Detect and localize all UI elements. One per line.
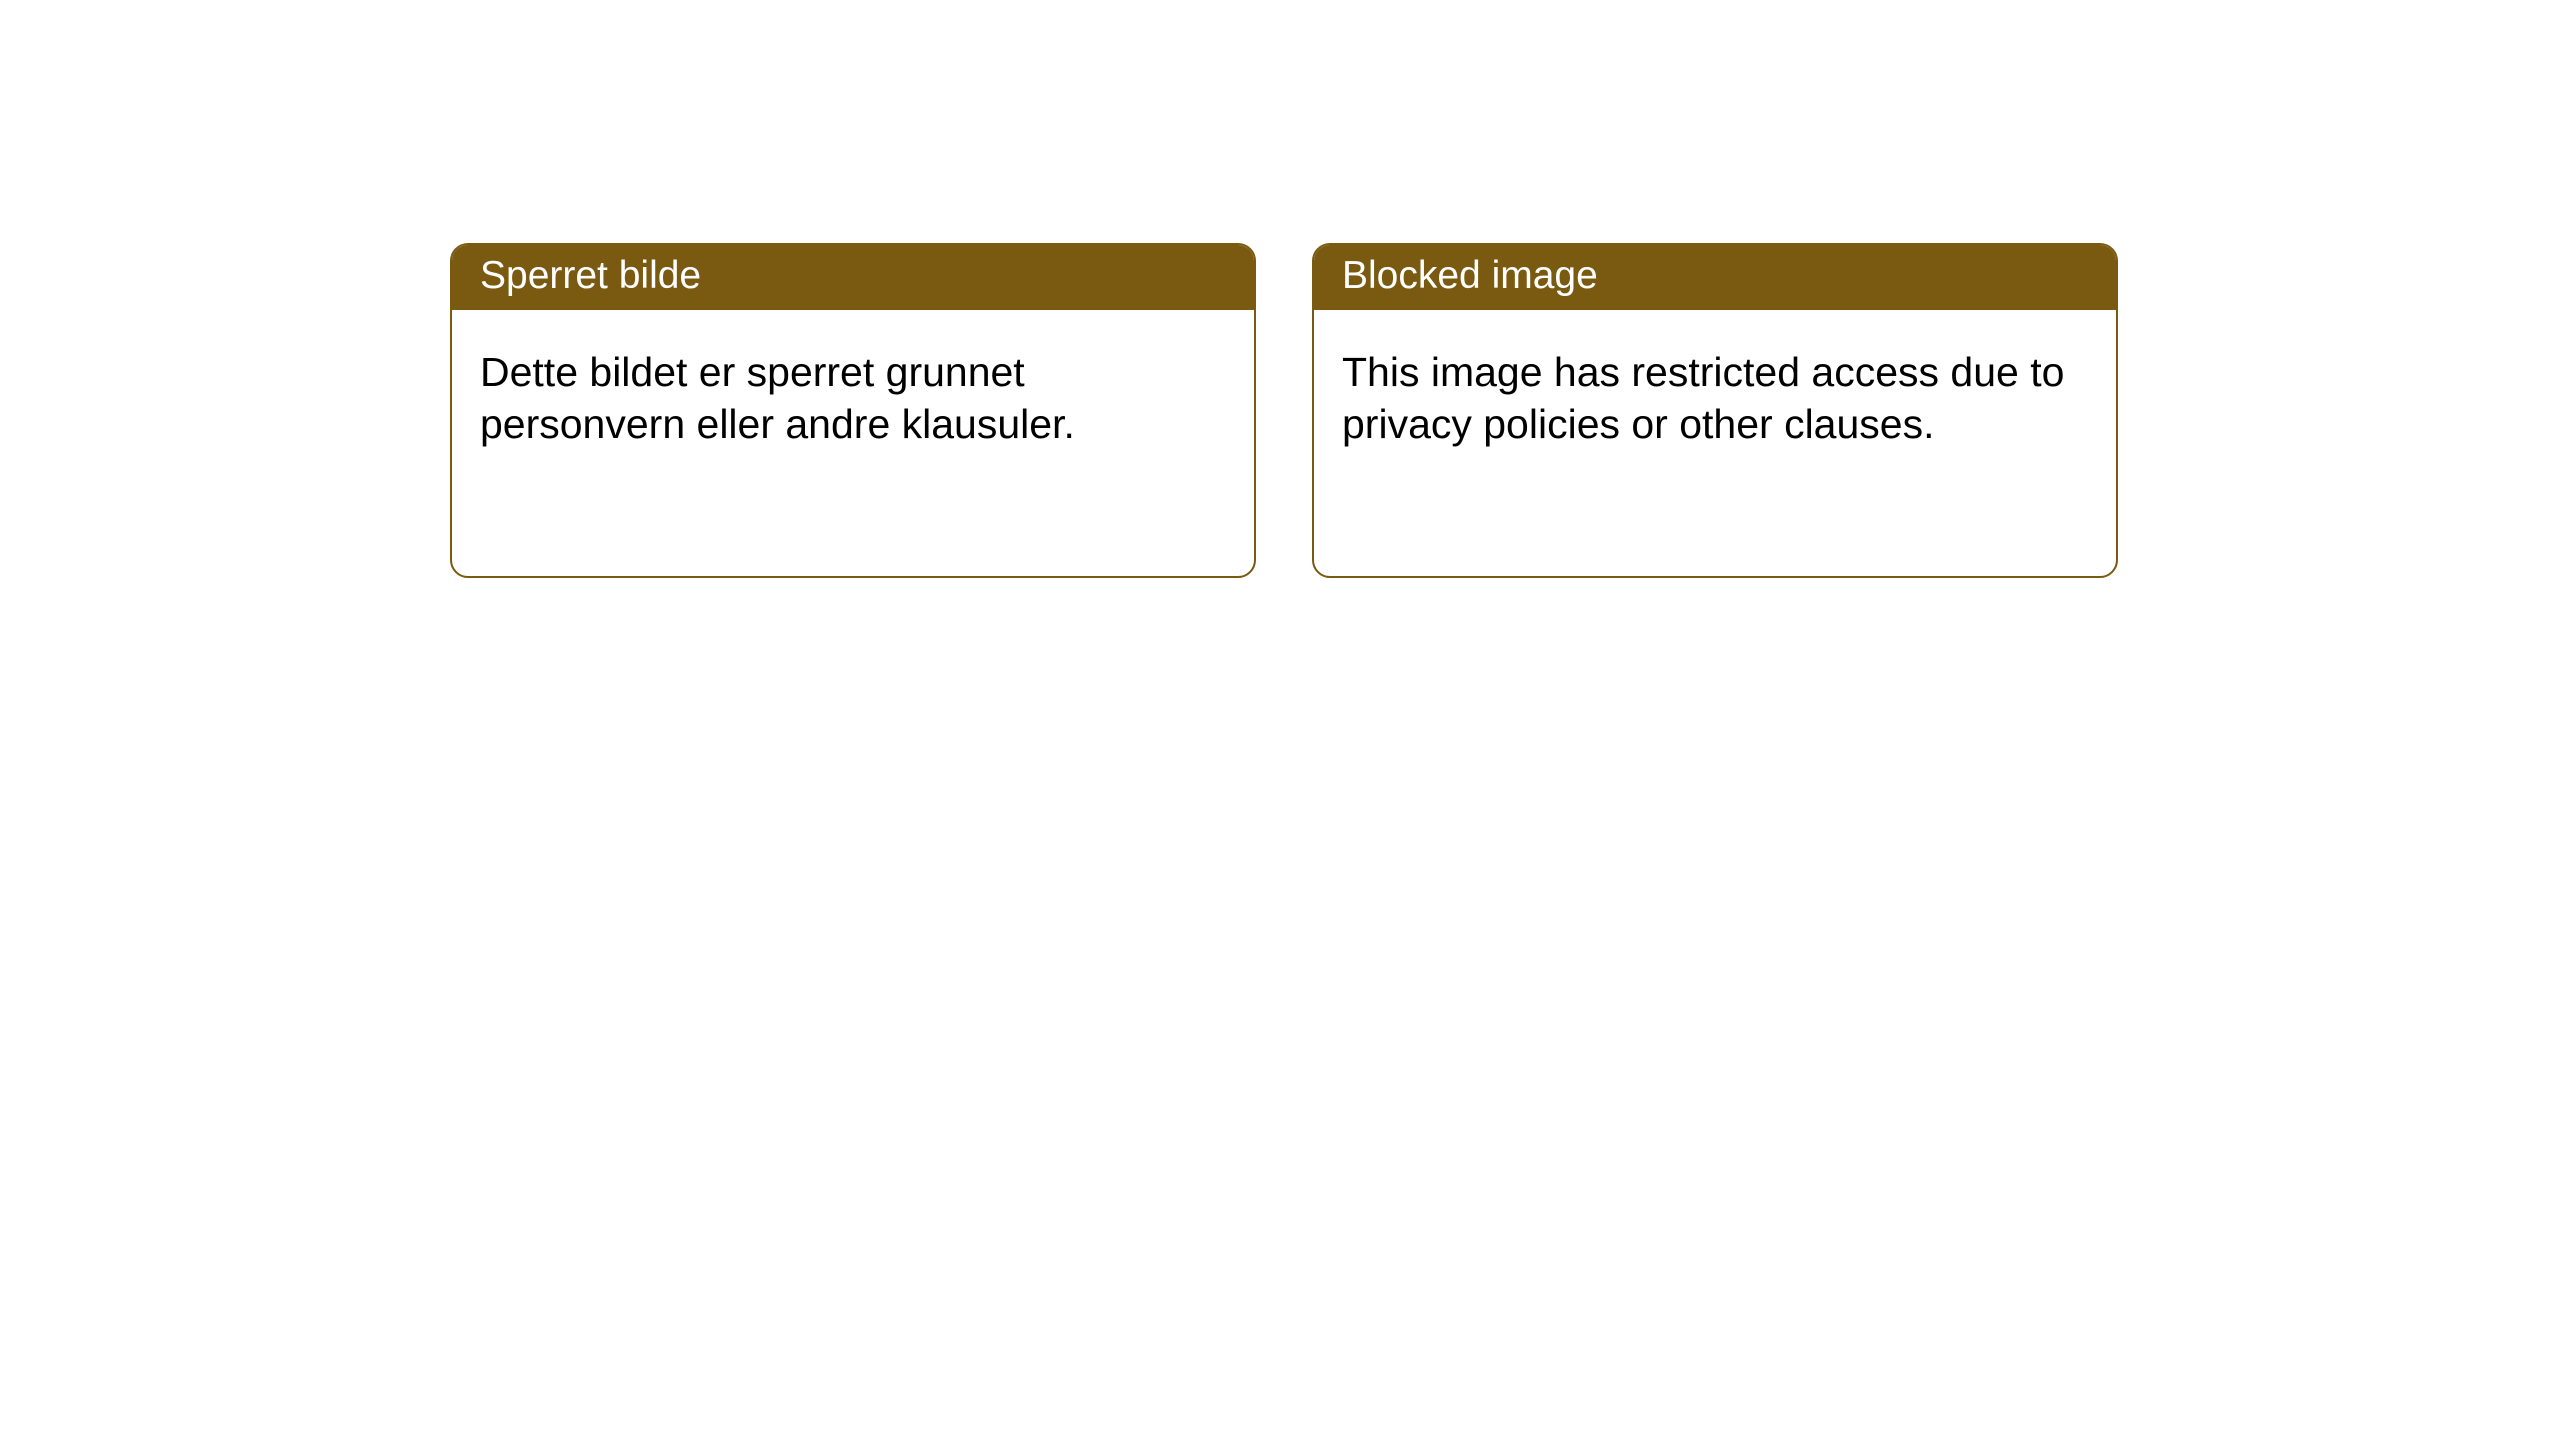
notice-body: This image has restricted access due to …	[1314, 310, 2116, 475]
notice-container: Sperret bilde Dette bildet er sperret gr…	[0, 0, 2560, 578]
notice-body: Dette bildet er sperret grunnet personve…	[452, 310, 1254, 475]
notice-header: Blocked image	[1314, 245, 2116, 310]
notice-box-english: Blocked image This image has restricted …	[1312, 243, 2118, 578]
notice-header: Sperret bilde	[452, 245, 1254, 310]
notice-box-norwegian: Sperret bilde Dette bildet er sperret gr…	[450, 243, 1256, 578]
